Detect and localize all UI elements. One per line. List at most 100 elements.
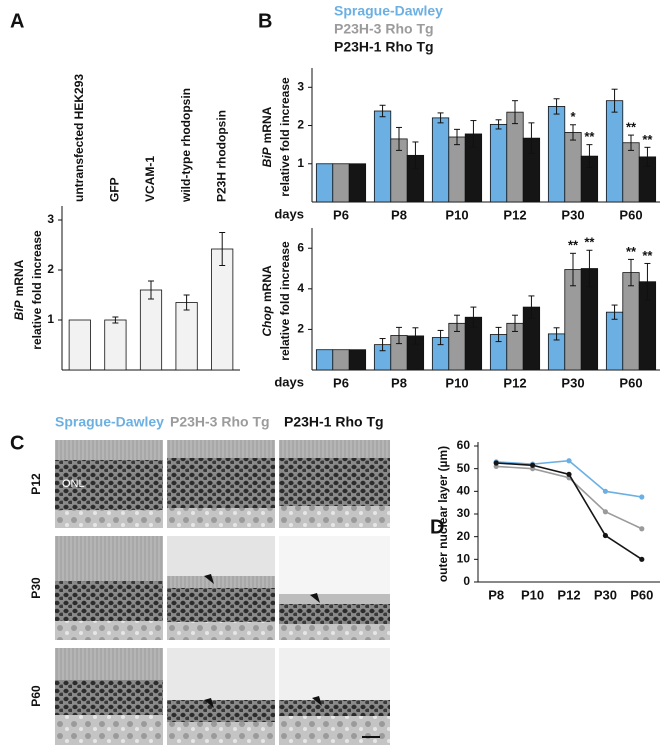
x-axis-label: days — [274, 206, 304, 221]
y-tick-label: 4 — [297, 281, 304, 295]
column-header: Sprague-Dawley — [55, 414, 164, 430]
x-tick-label: P60 — [619, 207, 642, 222]
y-tick-label: 1 — [297, 156, 304, 170]
marker — [566, 471, 572, 477]
y-axis-label: BiP mRNA — [260, 106, 274, 167]
panel-label: D — [430, 516, 444, 538]
significance-label: ** — [584, 235, 595, 250]
x-tick-label: P10 — [521, 587, 544, 602]
bar — [348, 349, 367, 371]
x-tick-label: P30 — [561, 207, 584, 222]
row-label: P30 — [29, 577, 43, 599]
y-axis-label-unit: mRNA — [260, 106, 274, 143]
y-axis-label: relative fold increase — [278, 241, 292, 361]
bar — [605, 100, 624, 203]
bar — [348, 163, 367, 203]
marker — [602, 488, 609, 494]
marker — [602, 509, 609, 515]
column-header: P23H-3 Rho Tg — [170, 414, 270, 430]
y-tick-label: 6 — [297, 240, 304, 254]
bar — [448, 136, 466, 203]
x-tick-label: P60 — [619, 375, 642, 390]
x-tick-label: P10 — [445, 375, 468, 390]
marker — [493, 460, 499, 466]
significance-label: ** — [626, 244, 637, 259]
marker — [566, 458, 572, 464]
category-label: GFP — [108, 177, 122, 202]
significance-label: ** — [626, 120, 637, 135]
marker — [639, 526, 645, 532]
x-tick-label: P6 — [333, 375, 349, 390]
panel-label: B — [258, 10, 272, 32]
bar — [104, 319, 127, 371]
x-tick-label: P12 — [503, 207, 526, 222]
panel-label: A — [10, 10, 24, 32]
legend-label: P23H-3 Rho Tg — [334, 21, 434, 37]
y-tick-label: 1 — [47, 312, 54, 326]
marker — [639, 556, 645, 562]
column-header: P23H-1 Rho Tg — [284, 414, 384, 430]
x-tick-label: P30 — [594, 587, 617, 602]
marker — [602, 532, 609, 539]
y-tick-label: 60 — [457, 438, 471, 452]
x-tick-label: P8 — [488, 587, 504, 602]
significance-label: * — [570, 109, 576, 124]
bar — [431, 117, 450, 203]
bar — [622, 142, 640, 203]
bar — [68, 319, 91, 371]
y-tick-label: 3 — [47, 212, 54, 226]
bar — [564, 132, 582, 203]
x-tick-label: P60 — [630, 587, 653, 602]
bar — [605, 311, 624, 371]
y-axis-label: outer nuclear layer (µm) — [436, 446, 450, 582]
category-label: P23H rhodopsin — [214, 110, 228, 202]
y-tick-label: 3 — [297, 79, 304, 93]
bar — [332, 163, 350, 203]
marker — [530, 462, 536, 468]
bar — [547, 106, 566, 203]
x-tick-label: P12 — [557, 587, 580, 602]
y-axis-label-gene: BiP — [260, 146, 274, 167]
bar — [139, 289, 163, 371]
significance-label: ** — [568, 238, 579, 253]
y-axis-label-gene: BiP — [12, 299, 26, 320]
significance-label: ** — [642, 132, 653, 147]
category-label: untransfected HEK293 — [72, 74, 86, 202]
significance-label: ** — [584, 129, 595, 144]
row-label: P60 — [29, 685, 43, 707]
bar — [315, 349, 334, 371]
bar — [211, 248, 234, 371]
x-tick-label: P12 — [503, 375, 526, 390]
y-axis-label-unit: mRNA — [260, 265, 274, 302]
y-axis-label-unit: mRNA — [12, 259, 26, 296]
micrograph-grid: C Sprague-Dawley P23H-3 Rho Tg P23H-1 Rh… — [10, 414, 390, 745]
y-axis-label: relative fold increase — [30, 230, 44, 350]
x-axis-label: days — [274, 374, 304, 389]
category-label: VCAM-1 — [143, 156, 157, 202]
x-tick-label: P6 — [333, 207, 349, 222]
x-tick-label: P8 — [391, 375, 407, 390]
significance-label: ** — [642, 248, 653, 263]
micrograph — [55, 648, 390, 745]
y-tick-label: 2 — [297, 118, 304, 132]
bar — [315, 163, 334, 203]
bar — [506, 111, 524, 203]
y-axis-label: BiP mRNA — [12, 259, 26, 320]
marker — [639, 494, 645, 500]
y-axis-label-gene: Chop — [260, 306, 274, 337]
y-axis-label: Chop mRNA — [260, 265, 274, 337]
y-tick-label: 2 — [47, 262, 54, 276]
layer-annotation: ONL — [62, 478, 85, 490]
y-tick-label: 40 — [457, 484, 471, 498]
y-tick-label: 30 — [457, 506, 471, 520]
micrograph — [55, 440, 390, 528]
bar — [489, 123, 508, 203]
y-axis-label: relative fold increase — [278, 77, 292, 197]
bar — [332, 349, 350, 371]
y-tick-label: 20 — [457, 529, 471, 543]
y-tick-label: 10 — [457, 552, 471, 566]
bar — [373, 110, 392, 203]
legend-label: P23H-1 Rho Tg — [334, 39, 434, 55]
x-tick-label: P10 — [445, 207, 468, 222]
